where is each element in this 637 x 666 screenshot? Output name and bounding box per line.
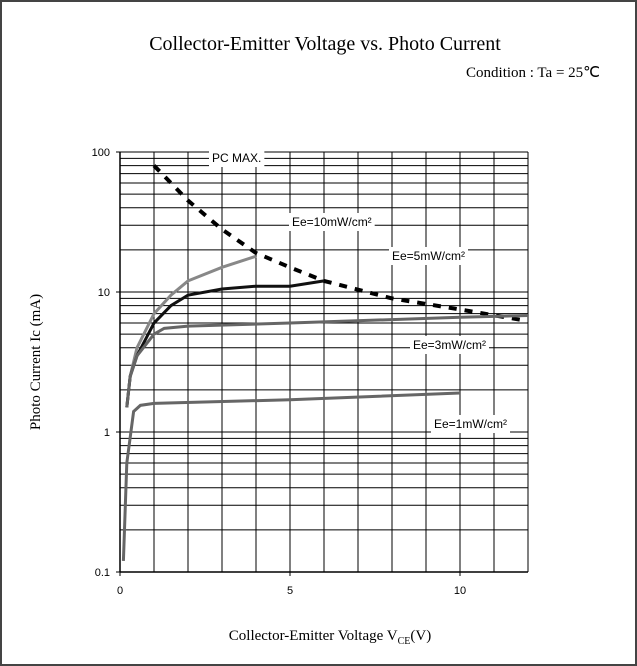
series-label: Ee=3mW/cm²: [413, 338, 486, 352]
y-tick-label: 10: [98, 287, 110, 299]
chart-subtitle: Condition : Ta = 25℃: [466, 65, 600, 81]
series-label: Ee=5mW/cm²: [392, 249, 465, 263]
x-axis-label-sub: CE: [398, 636, 411, 647]
x-axis-label-unit: (V): [410, 628, 431, 644]
series-label: PC MAX.: [212, 151, 261, 165]
y-axis-label: Photo Current Ic (mA): [28, 294, 44, 430]
y-tick-label: 100: [92, 147, 110, 159]
x-axis-label-main: Collector-Emitter Voltage V: [229, 628, 398, 644]
x-tick-label: 0: [117, 585, 123, 597]
series-line: [125, 279, 325, 408]
y-tick-label: 1: [104, 427, 110, 439]
series-line: [125, 313, 529, 408]
series-label-bg: [410, 336, 490, 354]
series-line: [121, 391, 461, 561]
series-label-bg: [389, 247, 469, 265]
series-label-bg: [431, 415, 511, 433]
y-tick-label: 0.1: [95, 567, 110, 579]
x-axis-label: Collector-Emitter Voltage VCE(V): [229, 628, 431, 647]
x-tick-label: 5: [287, 585, 293, 597]
series-label: Ee=10mW/cm²: [292, 215, 372, 229]
series-line: [125, 254, 257, 408]
series-label-bg: [289, 213, 375, 231]
series-line: [152, 164, 529, 324]
chart-title: Collector-Emitter Voltage vs. Photo Curr…: [149, 33, 501, 55]
x-tick-label: 10: [454, 585, 466, 597]
series-label: Ee=1mW/cm²: [434, 417, 507, 431]
series-label-bg: [209, 149, 265, 167]
